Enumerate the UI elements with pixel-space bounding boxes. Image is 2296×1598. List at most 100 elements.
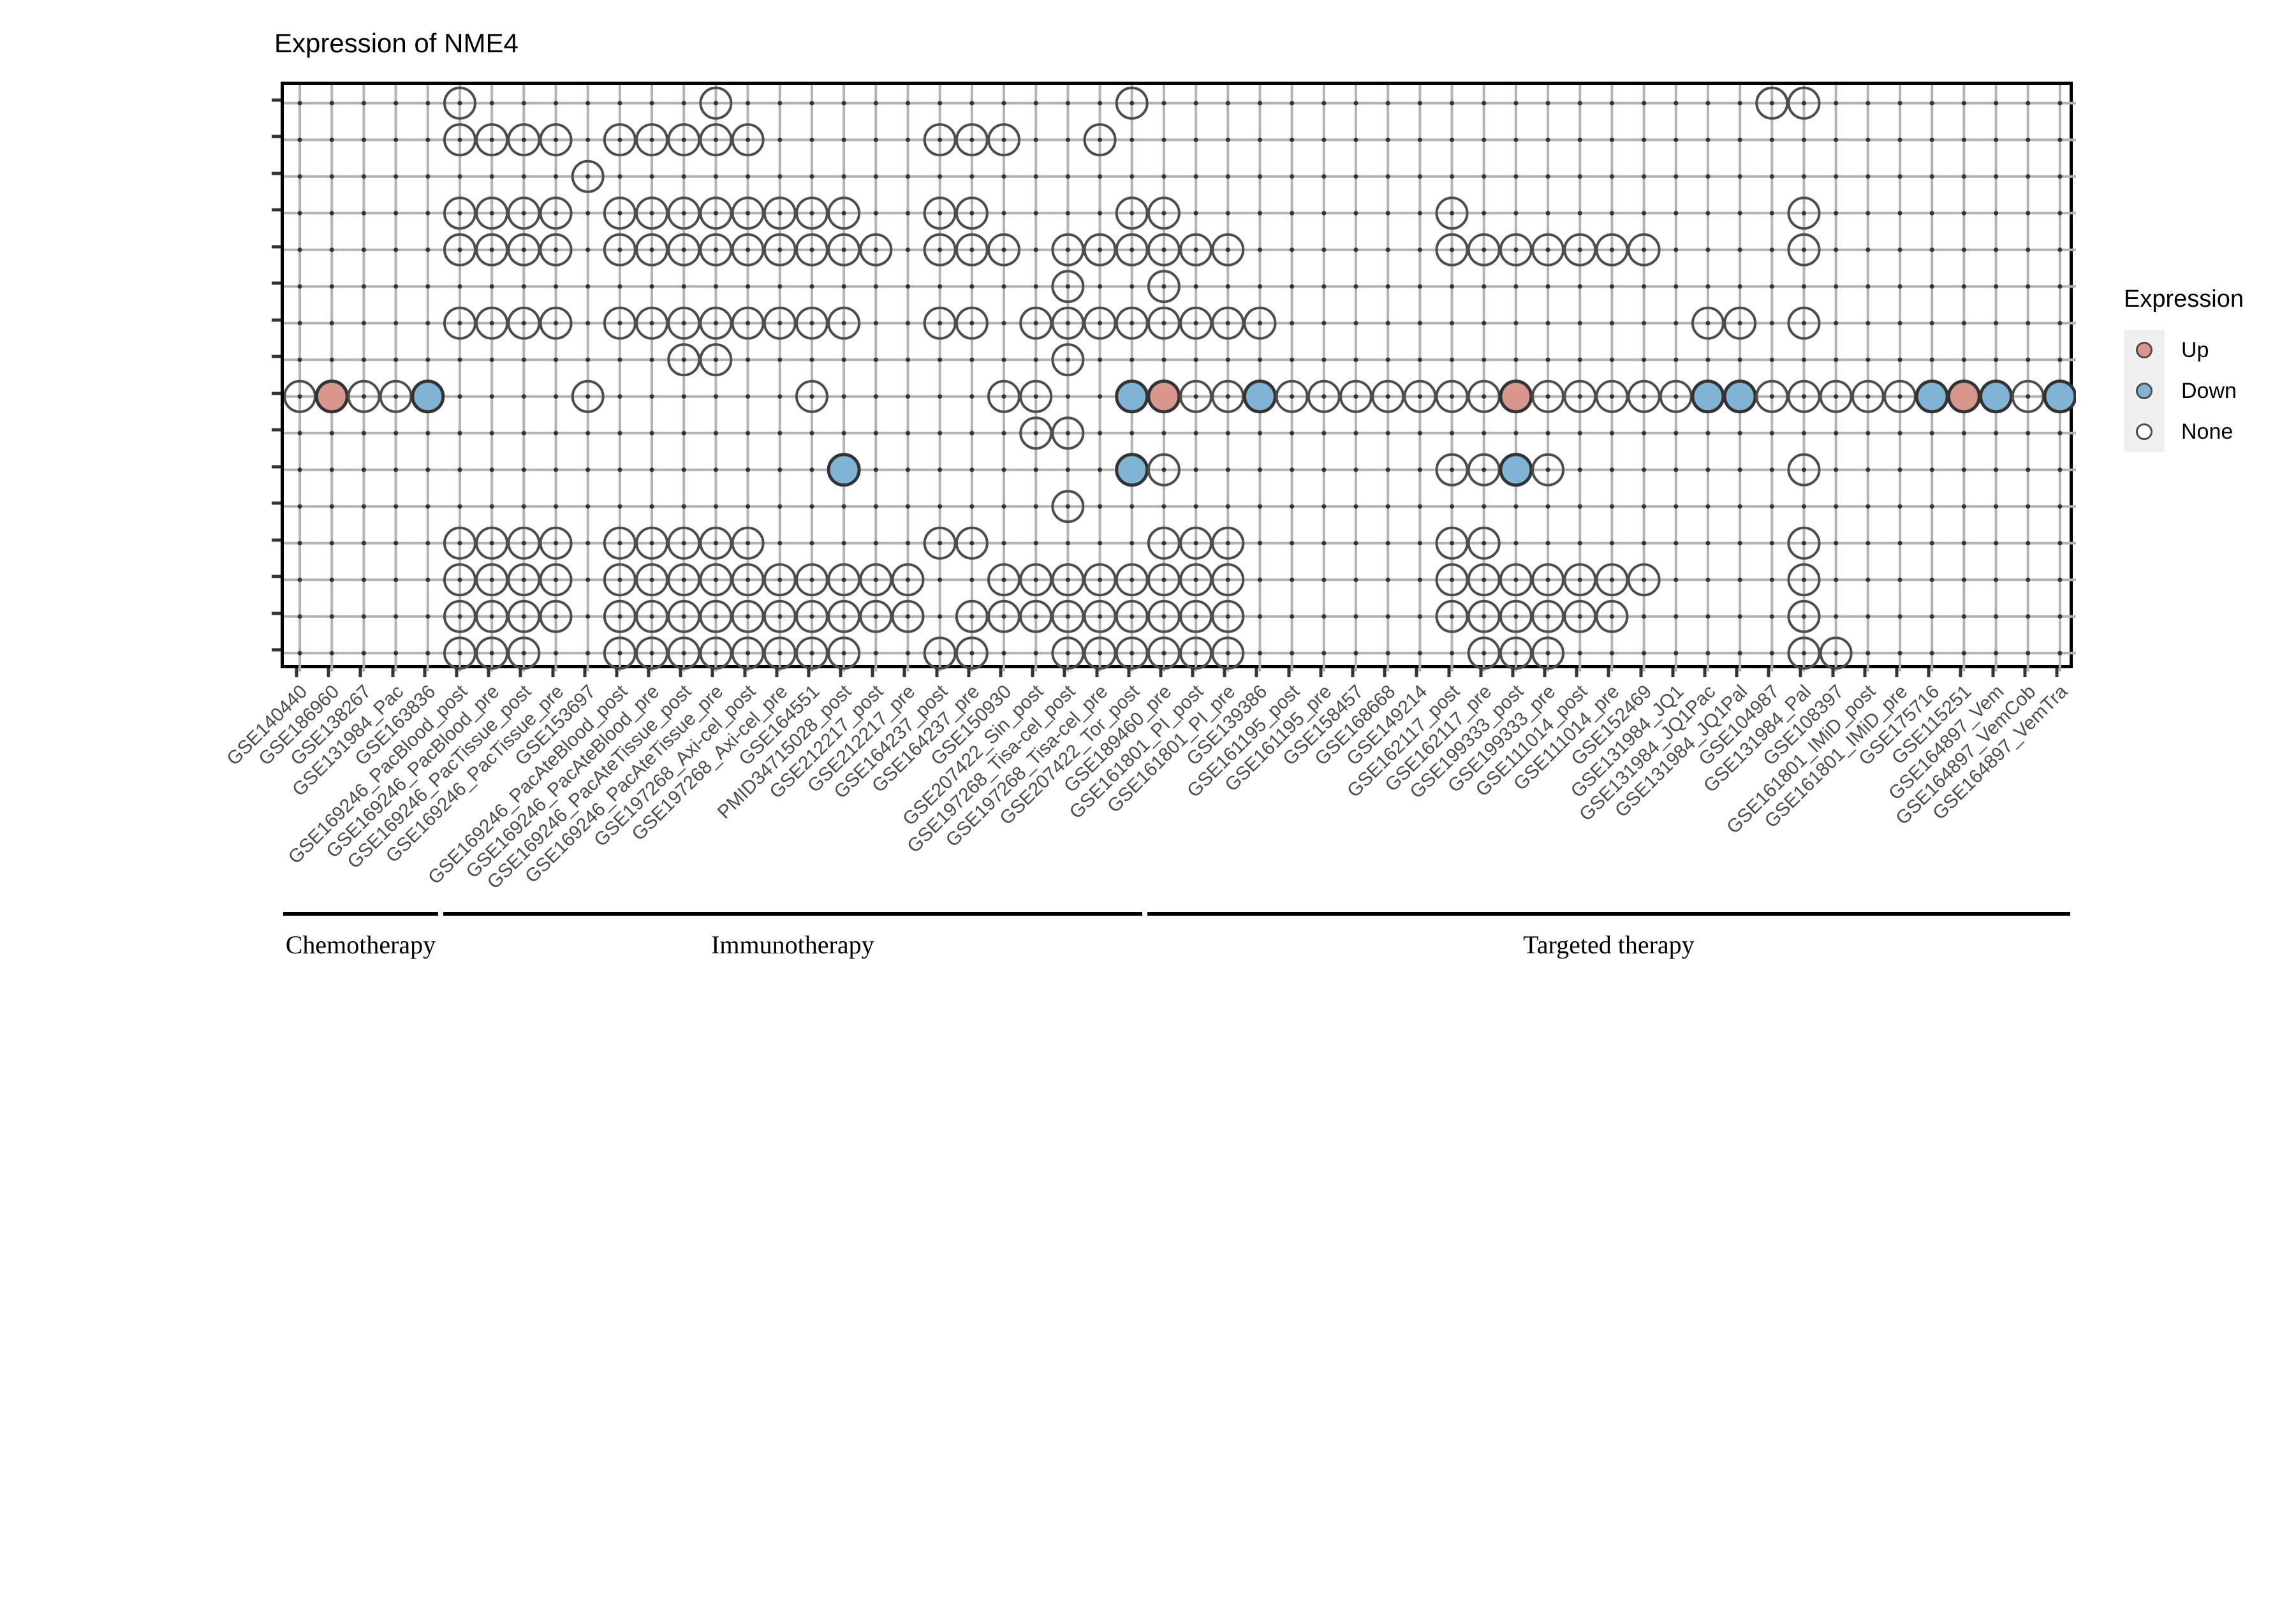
expression-dot [1179, 563, 1213, 597]
x-axis-tick [679, 668, 682, 677]
x-axis-tick [391, 668, 395, 677]
legend-key-swatch [2124, 370, 2165, 411]
x-axis-tick [1159, 668, 1163, 677]
x-axis-tick [1255, 668, 1258, 677]
legend-dot-none-icon [2136, 423, 2152, 440]
expression-dot [1787, 526, 1821, 560]
expression-dot [1787, 86, 1821, 120]
expression-dot [1467, 563, 1501, 597]
expression-dot [1115, 563, 1149, 597]
x-axis-tick [1863, 668, 1867, 677]
expression-dot [539, 599, 573, 633]
expression-dot [635, 563, 669, 597]
legend-item-none[interactable]: None [2124, 411, 2283, 452]
expression-dot [1627, 563, 1661, 597]
figure-root: Expression of NME4 ProgenitorsPlasma cel… [223, 28, 2283, 959]
x-axis-tick [807, 668, 811, 677]
expression-dot [1242, 379, 1277, 414]
expression-dot [1019, 416, 1053, 450]
legend-dot-down-icon [2136, 383, 2152, 399]
expression-dot [1563, 379, 1597, 413]
x-axis-tick [1959, 668, 1962, 677]
expression-dot [1819, 379, 1853, 413]
expression-dot [1115, 86, 1149, 120]
x-axis-tick [1447, 668, 1451, 677]
expression-dot [507, 123, 541, 157]
expression-dot [1755, 379, 1789, 413]
x-axis-tick [455, 668, 459, 677]
x-axis-tick [423, 668, 427, 677]
legend-item-up[interactable]: Up [2124, 330, 2283, 370]
x-axis-tick [935, 668, 939, 677]
expression-dot [1147, 636, 1181, 670]
expression-dot [507, 636, 541, 670]
expression-dot [923, 196, 957, 230]
expression-dot [1787, 453, 1821, 487]
expression-dot [603, 526, 637, 560]
expression-dot [539, 233, 573, 267]
expression-dot [1051, 490, 1085, 524]
expression-dot [2011, 379, 2045, 413]
expression-dot [1051, 563, 1085, 597]
x-axis-tick [1639, 668, 1643, 677]
expression-dot [731, 599, 765, 633]
y-axis-tick [272, 612, 281, 615]
expression-dot [1083, 306, 1117, 340]
expression-dot [1467, 599, 1501, 633]
y-axis-tick [272, 465, 281, 469]
expression-dot [475, 599, 509, 633]
expression-dot [1083, 599, 1117, 633]
expression-dot [1499, 636, 1533, 670]
x-axis-tick [1191, 668, 1195, 677]
expression-dot [667, 636, 701, 670]
expression-dot [1595, 599, 1629, 633]
x-axis-tick [1607, 668, 1610, 677]
expression-dot [1819, 636, 1853, 670]
legend-item-down[interactable]: Down [2124, 370, 2283, 411]
expression-dot [1083, 123, 1117, 157]
expression-dot [1115, 306, 1149, 340]
expression-dot [1883, 379, 1917, 413]
expression-dot [1115, 196, 1149, 230]
expression-dot [1083, 636, 1117, 670]
expression-dot [603, 599, 637, 633]
x-axis-tick [295, 668, 298, 677]
expression-dot [571, 159, 605, 193]
expression-dot [475, 563, 509, 597]
expression-dot [955, 306, 989, 340]
expression-dot [699, 86, 733, 120]
x-axis-tick [1735, 668, 1739, 677]
legend-key-swatch [2124, 411, 2165, 452]
expression-dot [891, 599, 925, 633]
expression-dot [955, 123, 989, 157]
expression-dot [827, 636, 861, 670]
expression-dot [1691, 306, 1725, 340]
y-axis-tick [272, 648, 281, 652]
expression-dot [635, 233, 669, 267]
expression-dot [475, 526, 509, 560]
x-axis-tick [519, 668, 522, 677]
expression-dot [603, 233, 637, 267]
y-axis-tick [272, 501, 281, 505]
expression-dot [1563, 233, 1597, 267]
expression-dot [443, 196, 476, 230]
expression-dot [539, 123, 573, 157]
expression-dot [1051, 270, 1085, 304]
y-axis-tick [272, 172, 281, 175]
expression-dot [1051, 599, 1085, 633]
expression-dot [1435, 453, 1469, 487]
expression-dot [603, 196, 637, 230]
expression-dot [1851, 379, 1885, 413]
expression-dot [1723, 306, 1757, 340]
expression-dot [1627, 233, 1661, 267]
expression-dot [955, 196, 989, 230]
expression-dot [1275, 379, 1309, 413]
expression-dot [1179, 636, 1213, 670]
expression-dot [1051, 233, 1085, 267]
expression-dot [1467, 636, 1501, 670]
expression-dot [699, 123, 733, 157]
expression-dot [507, 563, 541, 597]
expression-dot [1211, 636, 1245, 670]
expression-dot [1179, 306, 1213, 340]
expression-dot [475, 233, 509, 267]
